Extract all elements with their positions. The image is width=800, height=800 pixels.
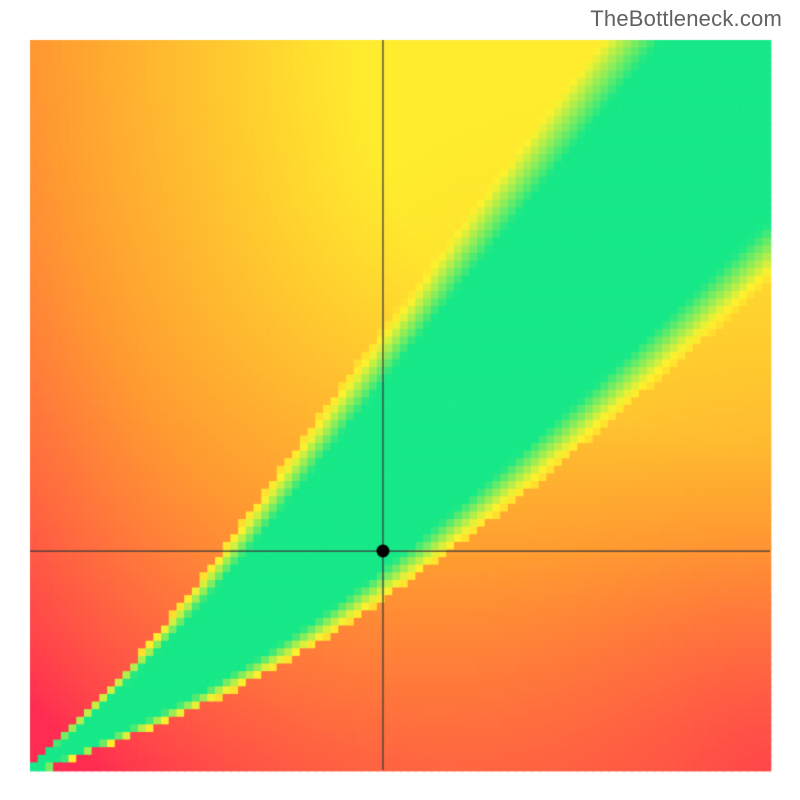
- bottleneck-heatmap: [0, 0, 800, 800]
- attribution-text: TheBottleneck.com: [590, 6, 782, 32]
- chart-container: TheBottleneck.com: [0, 0, 800, 800]
